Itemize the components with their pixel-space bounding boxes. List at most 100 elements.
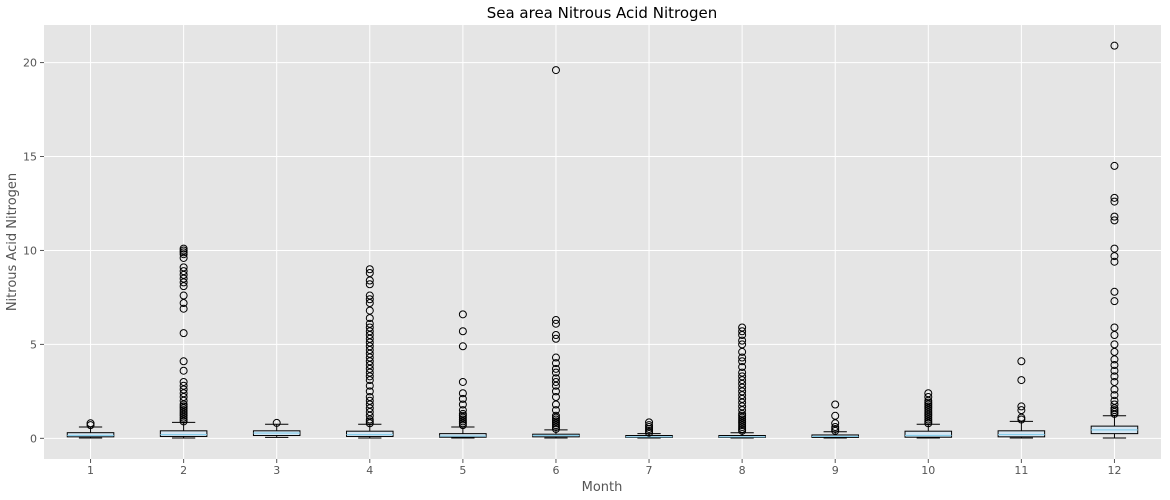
outlier-point <box>365 338 374 347</box>
outlier-point <box>551 66 560 75</box>
outlier-point <box>1110 355 1119 364</box>
outlier-point <box>738 323 747 332</box>
outlier-point <box>1110 331 1119 339</box>
outlier-point <box>365 364 374 373</box>
outlier-point <box>1017 376 1026 385</box>
outlier-point <box>458 394 467 403</box>
y-tick-label: 5 <box>30 338 37 351</box>
outlier-point <box>365 276 374 285</box>
outlier-point <box>551 334 560 343</box>
box-body <box>997 430 1046 438</box>
outlier-point <box>179 304 188 313</box>
outlier-point <box>458 342 467 351</box>
outlier-point <box>179 253 188 262</box>
outlier-point <box>738 376 747 385</box>
outlier-point <box>365 346 374 355</box>
outlier-point <box>179 385 188 394</box>
outlier-point <box>831 400 840 409</box>
outlier-point <box>738 398 747 407</box>
outlier-point <box>365 396 374 405</box>
outlier-point <box>365 349 374 358</box>
outlier-point <box>1110 347 1119 356</box>
outlier-point <box>738 406 747 415</box>
outlier-point <box>831 411 840 420</box>
outlier-point <box>1110 372 1119 381</box>
box-month-2 <box>159 421 208 439</box>
y-axis-label: Nitrous Acid Nitrogen <box>5 173 20 311</box>
outlier-point <box>179 270 188 279</box>
box-month-6 <box>532 429 580 439</box>
outlier-point <box>924 389 933 398</box>
outlier-point <box>551 406 560 415</box>
box-month-10 <box>904 423 953 439</box>
outlier-point <box>738 362 747 371</box>
outlier-point <box>738 409 747 418</box>
outlier-point <box>1110 244 1119 253</box>
outlier-point <box>365 381 374 390</box>
outlier-point <box>645 421 654 430</box>
outlier-point <box>365 411 374 420</box>
outlier-point <box>551 359 560 368</box>
x-tick-label: 12 <box>1107 464 1121 477</box>
box-month-3 <box>252 423 301 438</box>
outlier-point <box>738 383 747 392</box>
outlier-point <box>365 357 374 366</box>
x-tick-label: 6 <box>552 464 559 477</box>
outlier-point <box>551 381 560 390</box>
x-tick-label: 8 <box>739 464 746 477</box>
outlier-point <box>645 418 654 427</box>
outlier-point <box>179 357 188 366</box>
outlier-point <box>1110 396 1119 405</box>
box-body <box>346 430 394 437</box>
outlier-point <box>179 278 188 287</box>
box-body <box>904 430 953 438</box>
outlier-point <box>1110 297 1119 306</box>
x-tick-label: 2 <box>180 464 187 477</box>
outlier-point <box>179 267 188 276</box>
outlier-point <box>179 393 188 401</box>
outlier-point <box>365 331 374 339</box>
box-body <box>66 432 115 438</box>
outlier-point <box>1017 402 1026 411</box>
outlier-point <box>1110 197 1119 206</box>
outlier-point <box>179 389 188 398</box>
outlier-point <box>551 368 560 377</box>
outlier-point <box>179 329 188 338</box>
outlier-point <box>1110 257 1119 266</box>
y-tick-label: 10 <box>23 244 37 257</box>
outlier-point <box>1110 252 1119 261</box>
outlier-point <box>365 314 374 323</box>
outlier-point <box>272 418 281 427</box>
outlier-point <box>738 347 747 356</box>
outlier-point <box>738 391 747 400</box>
outlier-point <box>551 331 560 339</box>
outlier-point <box>551 319 560 328</box>
outlier-point <box>365 280 374 289</box>
x-tick-label: 4 <box>366 464 373 477</box>
outlier-point <box>738 357 747 366</box>
outlier-point <box>365 334 374 343</box>
outlier-point <box>738 394 747 403</box>
outlier-point <box>179 366 188 375</box>
outlier-point <box>1110 161 1119 170</box>
x-tick-label: 10 <box>921 464 935 477</box>
outlier-point <box>179 299 188 308</box>
outlier-point <box>179 244 188 253</box>
x-tick-label: 1 <box>87 464 94 477</box>
box-body <box>159 430 208 437</box>
outlier-point <box>551 393 560 401</box>
outlier-point <box>179 291 188 300</box>
outlier-point <box>738 387 747 396</box>
outlier-point <box>458 409 467 418</box>
x-tick-label: 7 <box>646 464 653 477</box>
outlier-point <box>365 415 374 424</box>
outlier-point <box>1110 404 1119 413</box>
outlier-point <box>458 406 467 415</box>
outlier-point <box>551 377 560 386</box>
outlier-point <box>551 411 560 420</box>
x-tick-label: 5 <box>459 464 466 477</box>
outlier-point <box>1017 413 1026 422</box>
outlier-point <box>551 364 560 373</box>
outlier-point <box>365 319 374 328</box>
outlier-point <box>179 377 188 386</box>
